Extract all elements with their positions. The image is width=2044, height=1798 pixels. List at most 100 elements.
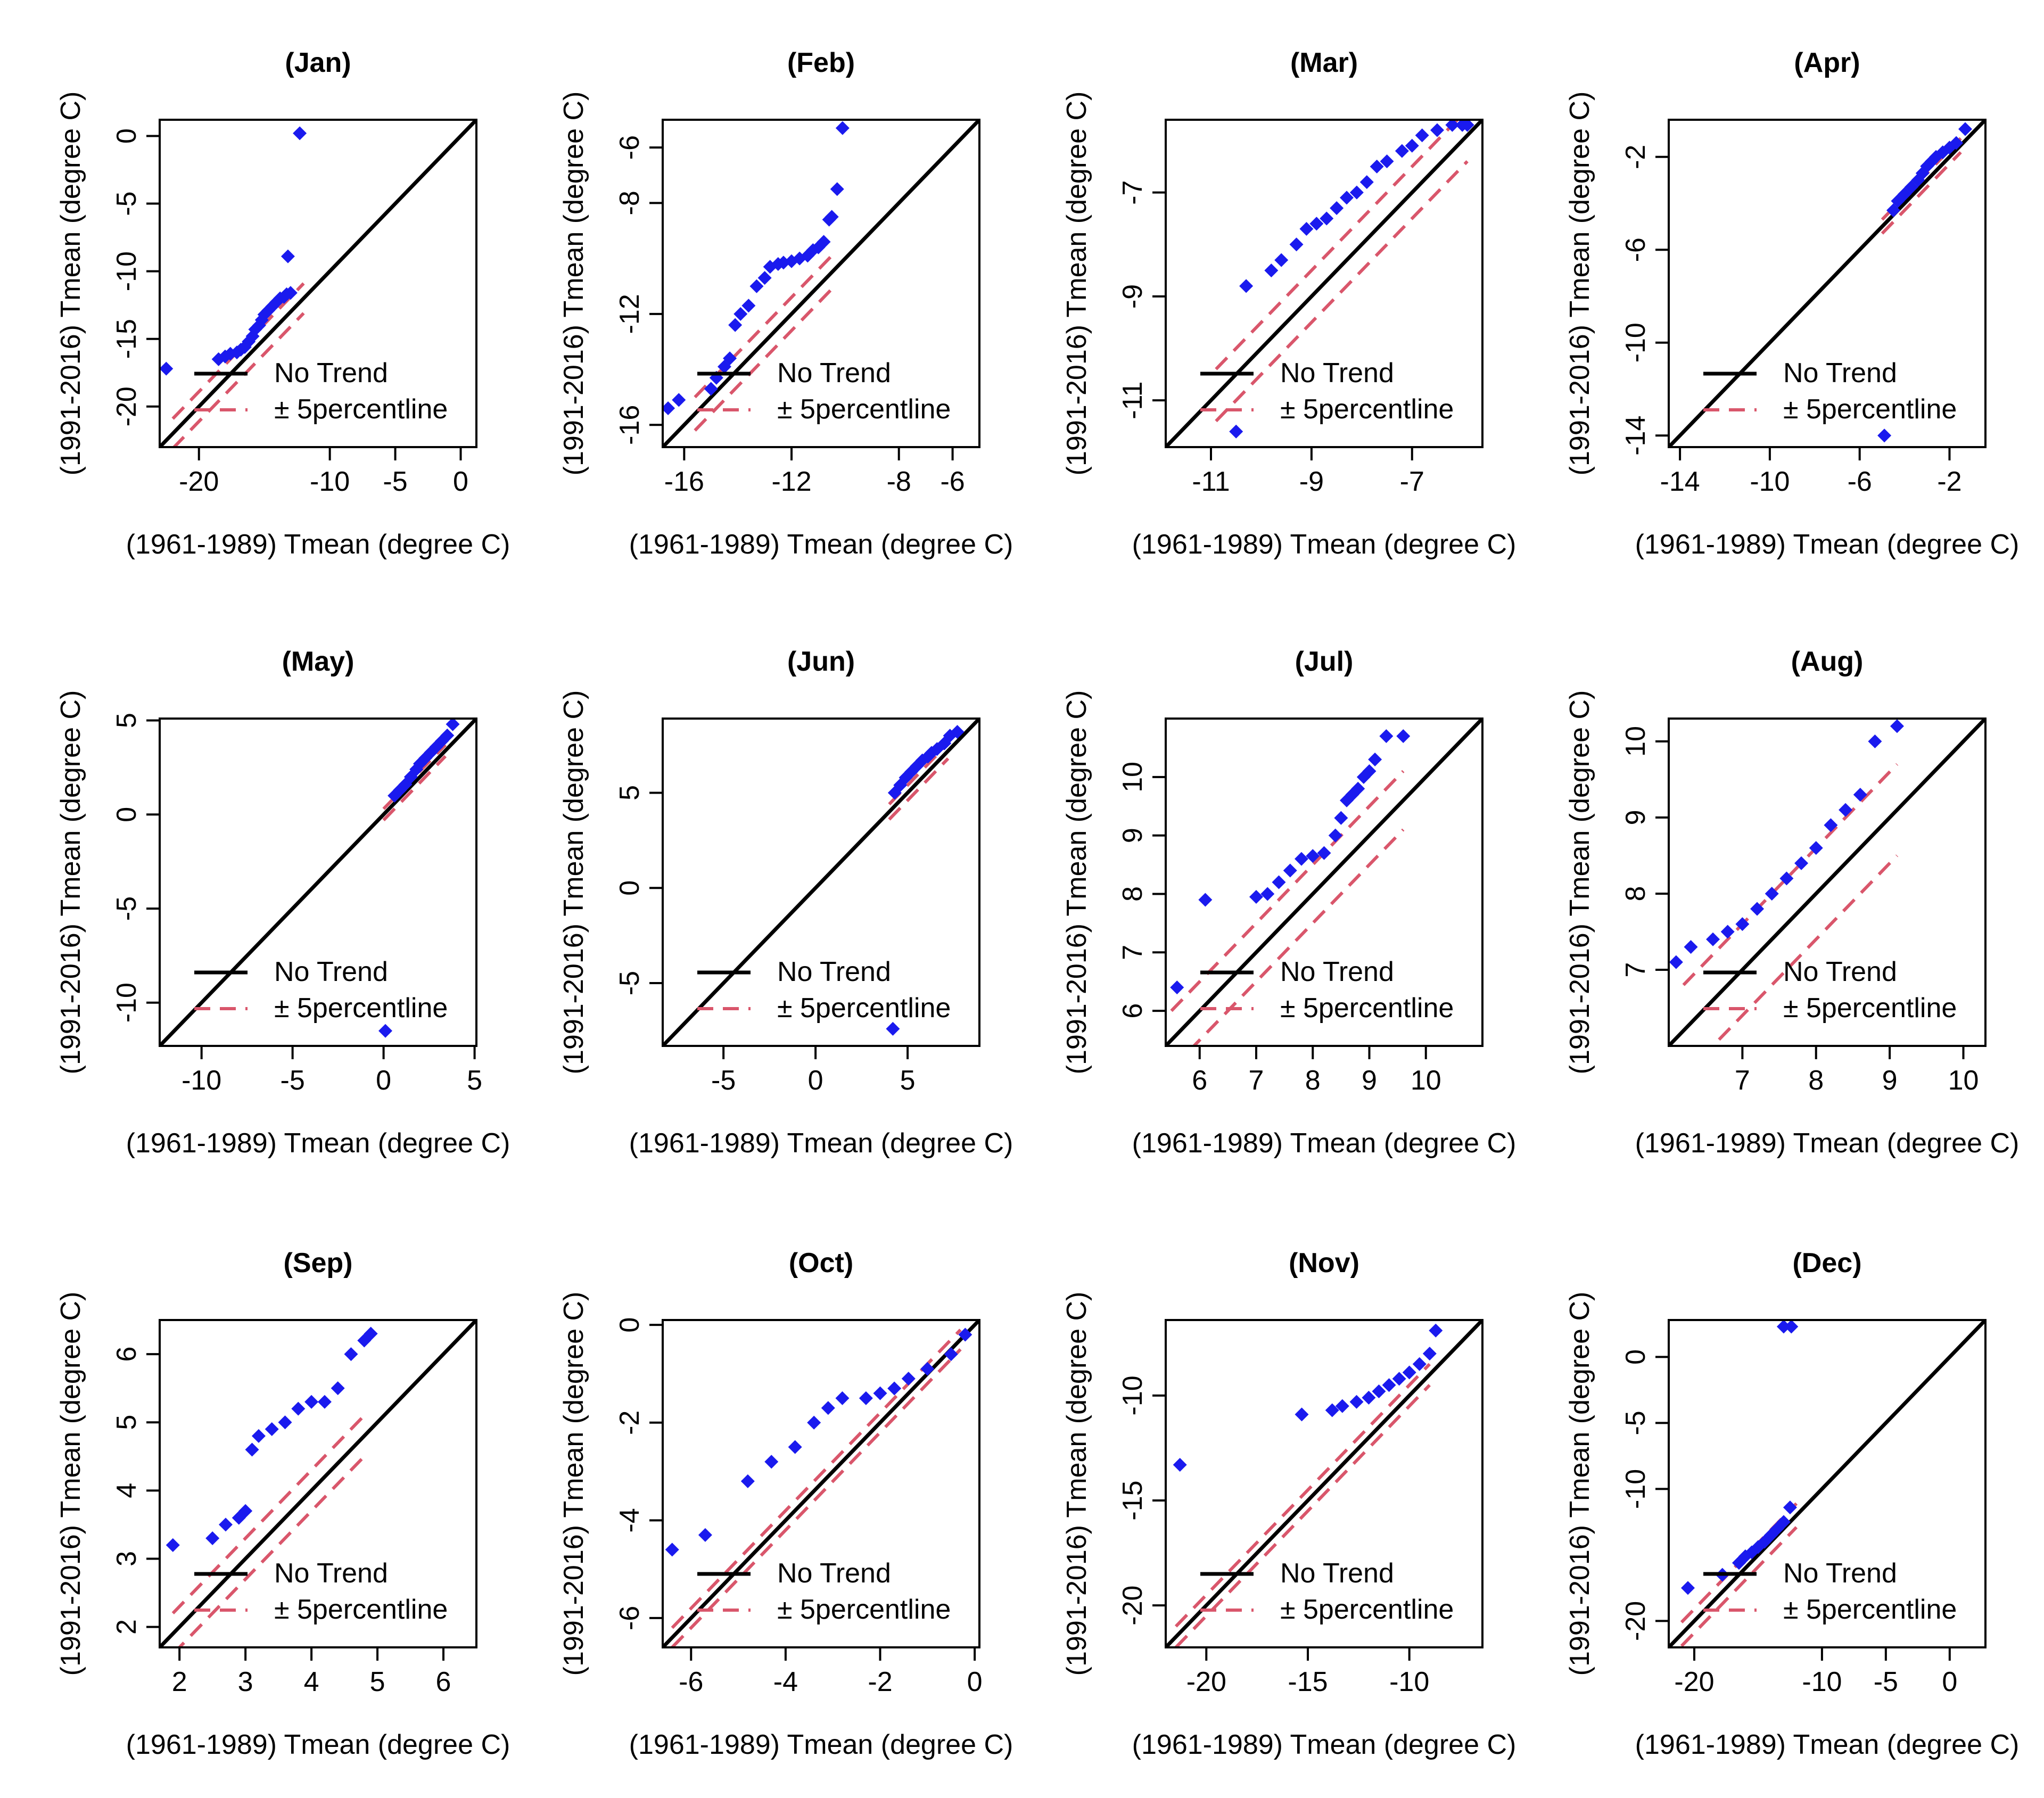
band-lower-line — [1174, 1384, 1431, 1647]
y-tick-label: -11 — [1117, 381, 1148, 419]
data-point — [1765, 886, 1779, 901]
y-tick-label: -6 — [614, 135, 645, 160]
data-point — [733, 307, 748, 321]
data-point — [1868, 734, 1882, 748]
y-tick-label: 0 — [614, 1317, 645, 1333]
y-tick-label: -9 — [1117, 284, 1148, 309]
plot-area — [663, 1320, 979, 1647]
x-axis-label: (1961-1989) Tmean (degree C) — [1635, 529, 2020, 560]
data-point — [1370, 159, 1384, 174]
x-tick-label: -7 — [1400, 466, 1424, 497]
data-point — [1877, 428, 1892, 443]
identity-line — [1166, 1320, 1482, 1647]
x-tick-label: -5 — [383, 466, 407, 497]
data-point — [1429, 1323, 1443, 1338]
y-tick-label: -10 — [1620, 1469, 1651, 1509]
y-tick-label: -12 — [614, 294, 645, 334]
data-point — [1890, 719, 1904, 733]
data-point — [1684, 940, 1698, 954]
y-axis-label: (1991-2016) Tmean (degree C) — [1061, 92, 1092, 476]
x-axis-label: (1961-1989) Tmean (degree C) — [1132, 1128, 1516, 1159]
x-tick-label: -10 — [182, 1065, 221, 1096]
y-tick-label: -16 — [614, 405, 645, 445]
band-lower-line — [888, 757, 950, 821]
band-lower-line — [694, 287, 833, 432]
legend-band-label: ± 5percentline — [1783, 394, 1957, 425]
x-tick-label: -2 — [868, 1667, 892, 1697]
y-tick-label: -5 — [614, 971, 645, 995]
legend-identity-label: No Trend — [274, 358, 388, 389]
data-point — [440, 728, 455, 743]
y-tick-label: 0 — [1620, 1349, 1651, 1365]
y-tick-label: -15 — [111, 319, 142, 359]
y-tick-label: -8 — [614, 191, 645, 215]
data-point — [920, 1362, 935, 1376]
plot-area — [1669, 719, 1985, 1046]
panel-title: (Feb) — [787, 47, 855, 78]
x-tick-label: -10 — [1802, 1667, 1842, 1697]
data-point — [291, 1401, 306, 1416]
x-tick-label: -6 — [1848, 466, 1872, 497]
data-point — [1198, 893, 1213, 907]
y-axis-label: (1991-2016) Tmean (degree C) — [55, 1292, 86, 1676]
data-point — [1317, 846, 1331, 860]
plot-area — [1166, 1320, 1482, 1647]
band-lower-line — [671, 1348, 962, 1647]
data-point — [1283, 863, 1297, 878]
band-lower-line — [1680, 1526, 1798, 1647]
data-point — [788, 1440, 802, 1454]
data-point — [344, 1347, 358, 1362]
x-tick-label: -20 — [179, 466, 219, 497]
data-point — [1309, 217, 1324, 231]
panel-title: (May) — [282, 646, 355, 677]
y-tick-label: 0 — [614, 880, 645, 896]
y-tick-label: 7 — [1117, 945, 1148, 960]
x-tick-label: -20 — [1186, 1667, 1226, 1697]
data-point — [1349, 1395, 1364, 1409]
x-tick-label: 0 — [967, 1667, 983, 1697]
x-tick-label: -5 — [711, 1065, 736, 1096]
panel-title: (Oct) — [789, 1248, 853, 1279]
data-point — [1412, 1357, 1427, 1371]
data-point — [1359, 175, 1374, 189]
legend-band-label: ± 5percentline — [274, 394, 448, 425]
data-point — [1839, 803, 1853, 817]
plot-frame — [159, 1319, 477, 1648]
plot-area — [663, 719, 979, 1046]
data-point — [1368, 752, 1382, 766]
data-point — [1351, 781, 1365, 796]
legend: No Trend ± 5percentline — [1703, 358, 1957, 425]
x-tick-label: -10 — [310, 466, 350, 497]
data-point — [1239, 279, 1254, 293]
y-tick-label: -10 — [1620, 323, 1651, 362]
data-point — [830, 182, 844, 196]
data-point — [1735, 917, 1750, 931]
data-point — [281, 249, 295, 263]
data-point — [1295, 852, 1308, 866]
legend-identity-label: No Trend — [777, 1558, 891, 1589]
plot-area — [160, 120, 476, 447]
x-tick-label: -6 — [679, 1667, 703, 1697]
data-point — [1680, 1581, 1695, 1595]
data-point — [835, 121, 850, 135]
legend-band-label: ± 5percentline — [1280, 1594, 1454, 1625]
x-tick-label: -2 — [1937, 466, 1961, 497]
legend: No Trend ± 5percentline — [194, 1558, 448, 1625]
panel-title: (Apr) — [1794, 47, 1860, 78]
data-point — [1824, 818, 1838, 832]
y-tick-label: -5 — [1620, 1411, 1651, 1435]
data-point — [704, 382, 718, 396]
panel-title: (Aug) — [1791, 646, 1864, 677]
panel-title: (Jun) — [787, 646, 855, 677]
data-point — [1794, 856, 1809, 870]
x-tick-label: -14 — [1660, 466, 1700, 497]
data-point — [304, 1395, 319, 1409]
x-tick-label: 7 — [1735, 1065, 1750, 1096]
plot-frame — [1165, 1319, 1483, 1648]
x-tick-label: -20 — [1674, 1667, 1714, 1697]
data-point — [1396, 729, 1411, 743]
x-axis-label: (1961-1989) Tmean (degree C) — [126, 529, 510, 560]
band-lower-line — [1710, 854, 1899, 1046]
data-point — [757, 271, 772, 285]
x-axis-label: (1961-1989) Tmean (degree C) — [629, 1729, 1013, 1760]
